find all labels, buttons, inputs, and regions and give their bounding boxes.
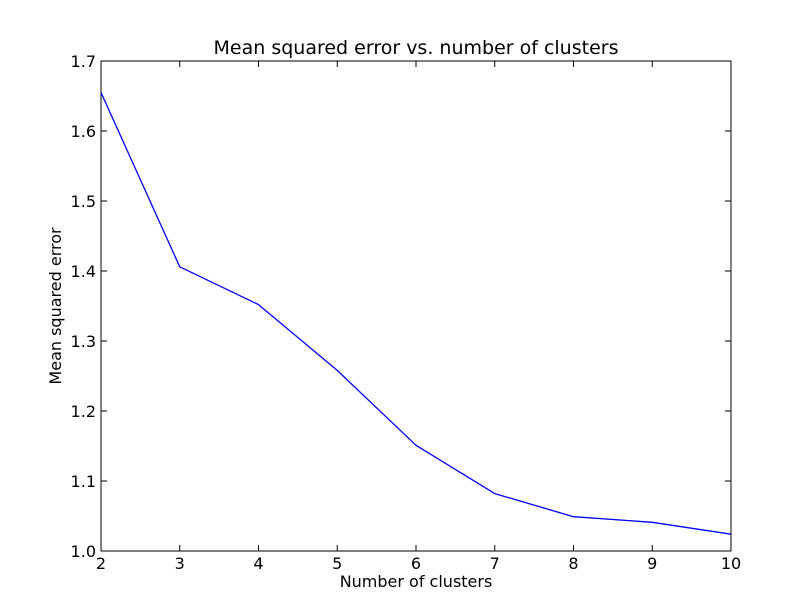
y-tick-label: 1.7 bbox=[71, 52, 96, 71]
x-tick-label: 9 bbox=[647, 554, 657, 573]
series-line bbox=[100, 92, 732, 535]
plot-area: 2 3 4 5 6 7 8 9 10 1.0 1.1 1.2 1.3 1.4 1.5 1.6 1.7 bbox=[71, 52, 742, 573]
x-tick-label: 5 bbox=[332, 554, 342, 573]
series-layer bbox=[100, 92, 732, 535]
x-tick-label: 6 bbox=[411, 554, 421, 573]
x-axis-label: Number of clusters bbox=[340, 572, 493, 591]
y-tick-label: 1.5 bbox=[71, 192, 96, 211]
x-tick-label: 2 bbox=[96, 554, 106, 573]
y-axis-label: Mean squared error bbox=[46, 227, 65, 385]
y-axis-ticks: 1.0 1.1 1.2 1.3 1.4 1.5 1.6 1.7 bbox=[71, 52, 731, 561]
y-tick-label: 1.2 bbox=[71, 402, 96, 421]
y-tick-label: 1.0 bbox=[71, 542, 96, 561]
x-tick-label: 10 bbox=[721, 554, 741, 573]
x-tick-label: 4 bbox=[253, 554, 263, 573]
y-tick-label: 1.6 bbox=[71, 122, 96, 141]
x-tick-label: 7 bbox=[490, 554, 500, 573]
x-tick-label: 8 bbox=[568, 554, 578, 573]
y-tick-label: 1.4 bbox=[71, 262, 96, 281]
y-tick-label: 1.3 bbox=[71, 332, 96, 351]
plot-frame bbox=[100, 60, 732, 552]
x-axis-ticks: 2 3 4 5 6 7 8 9 10 bbox=[96, 61, 741, 573]
x-tick-label: 3 bbox=[175, 554, 185, 573]
y-tick-label: 1.1 bbox=[71, 472, 96, 491]
chart-title: Mean squared error vs. number of cluster… bbox=[214, 37, 619, 59]
